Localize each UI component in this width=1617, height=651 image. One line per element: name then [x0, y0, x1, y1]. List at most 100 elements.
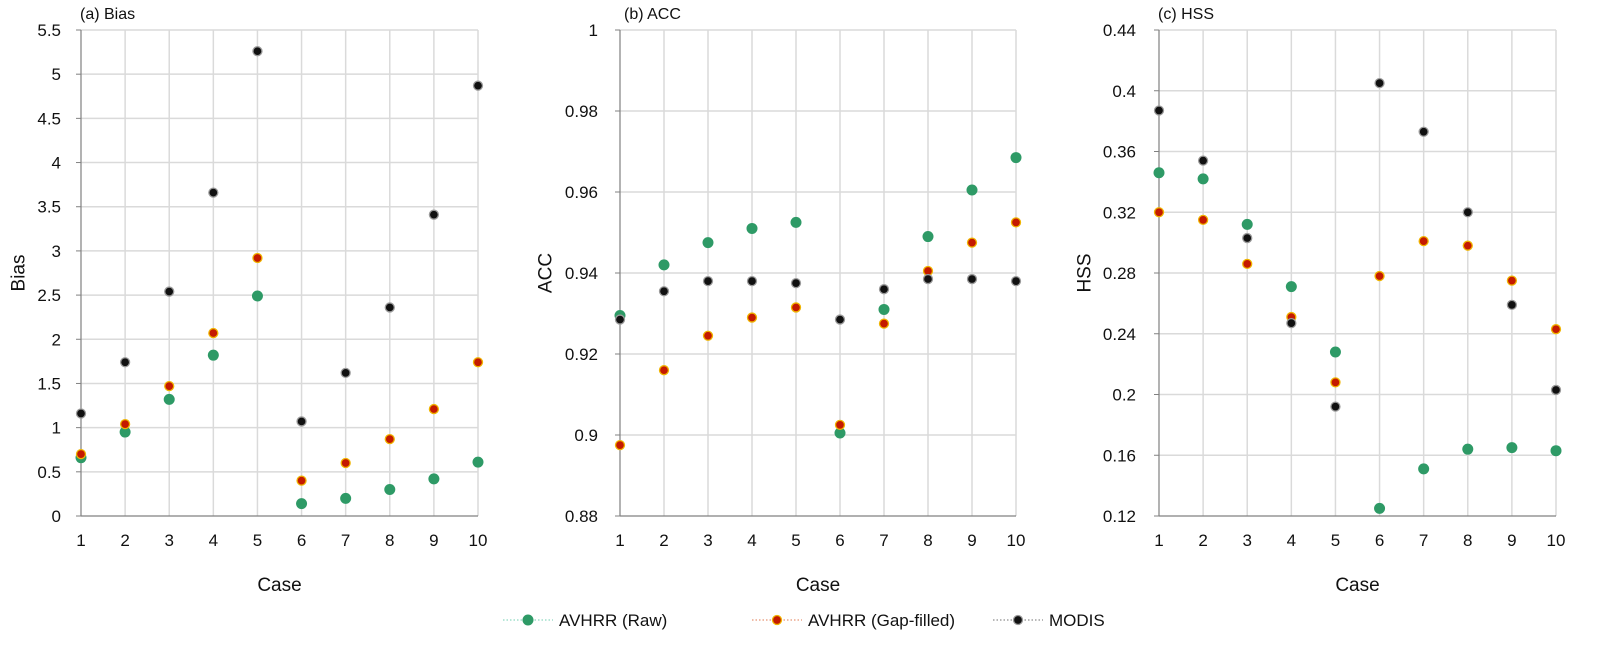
data-point: [746, 275, 758, 287]
data-point: [1330, 377, 1341, 388]
data-point: [658, 259, 670, 271]
y-tick-label: 3: [52, 242, 61, 261]
data-point: [1153, 167, 1165, 179]
x-tick-label: 6: [835, 531, 844, 550]
y-tick-label: 0.2: [1112, 386, 1136, 405]
data-point: [472, 456, 484, 468]
series-avhrr-gap-filled: [1153, 207, 1562, 388]
y-tick-label: 0.98: [565, 102, 598, 121]
series-modis: [75, 46, 484, 427]
data-point: [340, 457, 351, 469]
x-tick-label: 2: [659, 531, 668, 550]
x-tick-label: 4: [1287, 531, 1296, 550]
x-tick-label: 5: [1331, 531, 1340, 550]
data-point: [1286, 317, 1297, 329]
data-point: [614, 439, 626, 451]
data-point: [428, 403, 440, 415]
data-point: [878, 318, 890, 329]
x-tick-label: 3: [703, 531, 712, 550]
data-point: [1153, 105, 1165, 116]
series-avhrr-raw: [1153, 167, 1562, 514]
x-tick-label: 8: [923, 531, 932, 550]
x-tick-label: 9: [429, 531, 438, 550]
legend-item: MODIS: [993, 611, 1105, 630]
y-tick-label: 0.92: [565, 345, 598, 364]
data-point: [119, 357, 131, 368]
data-point: [1550, 324, 1562, 335]
y-tick-label: 5: [52, 65, 61, 84]
data-point: [1462, 207, 1473, 218]
data-point: [75, 408, 87, 419]
data-point: [834, 314, 846, 325]
legend-label: MODIS: [1049, 611, 1105, 630]
data-point: [1506, 275, 1518, 286]
y-tick-label: 3.5: [37, 198, 61, 217]
x-tick-label: 5: [791, 531, 800, 550]
legend-point-marker: [522, 614, 534, 626]
panel-title: (c) HSS: [1158, 6, 1214, 23]
data-point: [428, 473, 440, 485]
legend-label: AVHRR (Raw): [559, 611, 667, 630]
y-tick-label: 0.32: [1103, 203, 1136, 222]
x-tick-label: 7: [879, 531, 888, 550]
x-tick-label: 7: [341, 531, 350, 550]
y-tick-label: 1.5: [37, 374, 61, 393]
data-point: [164, 286, 175, 297]
data-point: [1197, 155, 1209, 166]
data-point: [1010, 217, 1022, 228]
data-point: [614, 314, 626, 325]
data-point: [296, 416, 307, 427]
data-point: [207, 349, 219, 361]
data-point: [1418, 463, 1430, 475]
y-tick-label: 0.44: [1103, 21, 1136, 40]
y-axis-title: ACC: [536, 253, 557, 293]
data-point: [878, 303, 890, 315]
data-point: [658, 286, 670, 297]
data-point: [1550, 384, 1562, 396]
data-point: [702, 330, 714, 341]
y-tick-label: 0.16: [1103, 446, 1136, 465]
data-point: [1374, 502, 1386, 514]
data-point: [1418, 126, 1429, 137]
x-tick-label: 6: [297, 531, 306, 550]
chart-panel-1: 1 2 3 4 5 6 7 8 9 10 0 0.5 1 1.5 2 2.5 3 3.5 4 4.5 5 5.5 (a) B…: [9, 6, 488, 596]
series-avhrr-raw: [75, 290, 484, 510]
data-point: [1329, 346, 1341, 358]
data-point: [1374, 78, 1385, 89]
data-point: [384, 433, 395, 445]
data-point: [1241, 218, 1253, 230]
data-point: [1153, 207, 1165, 218]
data-point: [790, 302, 802, 313]
series-modis: [614, 273, 1022, 325]
data-point: [1242, 258, 1253, 270]
x-tick-label: 5: [253, 531, 262, 550]
data-point: [384, 302, 395, 313]
data-point: [472, 80, 484, 91]
data-point: [472, 357, 484, 368]
data-point: [1330, 401, 1341, 412]
y-tick-label: 2.5: [37, 286, 61, 305]
data-point: [1462, 443, 1474, 455]
chart-panel-2: 1 2 3 4 5 6 7 8 9 10 0.88 0.9 0.92 0.94 0.96 0.98 1 (b) A…: [536, 6, 1026, 596]
data-point: [75, 448, 87, 460]
data-point: [966, 184, 978, 196]
data-point: [1462, 240, 1473, 251]
x-tick-label: 2: [120, 531, 129, 550]
data-point: [746, 222, 758, 234]
data-point: [296, 475, 307, 486]
chart-panel-3: 1 2 3 4 5 6 7 8 9 10 0.12 0.16 0.2 0.24 0.28 0.32 0.36 0.…: [1075, 6, 1566, 596]
y-tick-label: 0.12: [1103, 507, 1136, 526]
x-tick-label: 4: [747, 531, 756, 550]
x-tick-label: 9: [1507, 531, 1516, 550]
data-point: [1418, 235, 1429, 247]
data-point: [1374, 270, 1385, 282]
data-point: [1197, 214, 1209, 225]
series-modis: [1153, 78, 1562, 412]
data-point: [966, 273, 978, 285]
y-tick-label: 1: [589, 21, 598, 40]
data-point: [966, 237, 978, 248]
legend-label: AVHRR (Gap-filled): [808, 611, 955, 630]
data-point: [251, 290, 263, 302]
y-tick-label: 4: [52, 154, 61, 173]
data-point: [790, 277, 802, 289]
